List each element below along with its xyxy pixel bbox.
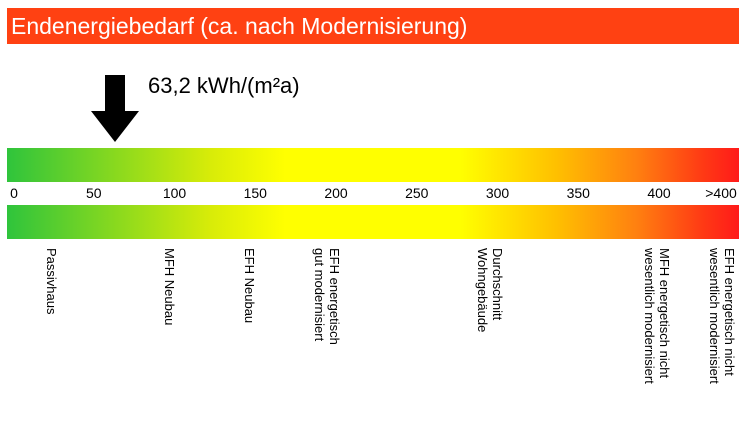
- tick-label: 300: [485, 185, 510, 201]
- energy-scale-bar-top: [7, 148, 739, 182]
- tick-label: 50: [85, 185, 102, 201]
- category-label: Durchschnitt Wohngebäude: [475, 248, 505, 333]
- tick-label: 400: [647, 185, 671, 201]
- arrow-down-icon: [91, 75, 140, 142]
- tick-label: 0: [10, 185, 18, 201]
- category-label: MFH Neubau: [162, 248, 177, 326]
- page-title: Endenergiebedarf (ca. nach Modernisierun…: [11, 13, 468, 39]
- tick-label: 200: [324, 185, 348, 201]
- tick-label: 250: [405, 185, 429, 201]
- category-label: EFH energetisch nicht wesentlich moderni…: [707, 248, 737, 384]
- tick-label: 100: [162, 185, 187, 201]
- category-label: MFH energetisch nicht wesentlich moderni…: [642, 248, 672, 384]
- tick-label: 350: [566, 185, 590, 201]
- category-label: EFH Neubau: [242, 248, 257, 324]
- tick-label: 150: [243, 185, 267, 201]
- category-label: EFH energetisch gut modernisiert: [312, 248, 342, 345]
- energy-scale-bar-bottom: [7, 205, 739, 239]
- category-label: Passivhaus: [44, 248, 59, 315]
- tick-label: >400: [705, 185, 737, 201]
- title-banner: Endenergiebedarf (ca. nach Modernisierun…: [7, 8, 739, 44]
- energy-value-label: 63,2 kWh/(m²a): [148, 73, 300, 98]
